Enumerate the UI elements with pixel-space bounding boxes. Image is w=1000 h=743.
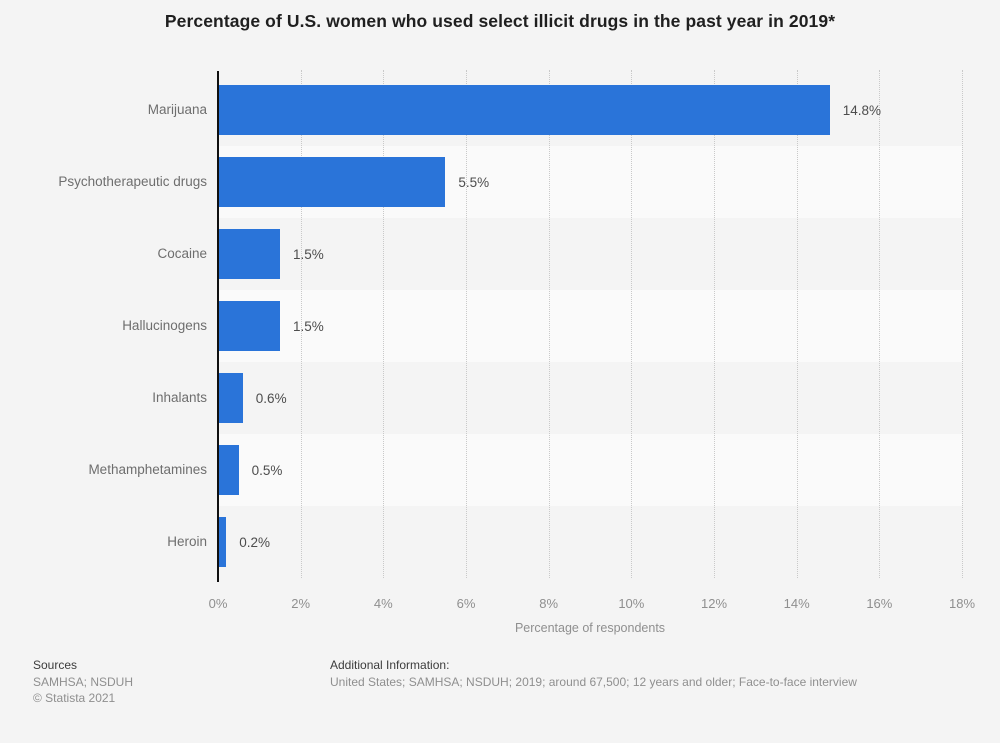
x-axis-title: Percentage of respondents [514,621,666,635]
value-label: 0.6% [255,390,287,406]
gridline [300,70,302,578]
value-label: 1.5% [293,318,324,334]
x-tick-label: 6% [456,596,476,611]
sources-heading: Sources [33,658,78,672]
row-band: 5.5% [218,146,962,218]
category-label: Heroin [167,534,207,550]
bar [218,517,227,567]
row-band: 0.5% [218,434,962,506]
additional-info-block: Additional Information: United States; S… [330,657,857,690]
x-tick-label: 4% [373,596,393,611]
bar [218,301,280,351]
row-band: 1.5% [218,290,962,362]
category-label: Hallucinogens [122,318,207,334]
x-tick-label: 2% [291,596,311,611]
gridline [548,70,550,578]
x-tick-label: 14% [783,596,810,611]
value-label: 14.8% [842,102,881,118]
additional-info-heading: Additional Information: [330,658,450,672]
bar [218,157,446,207]
gridline [962,70,963,578]
category-label: Psychotherapeutic drugs [58,174,207,190]
additional-info-line: United States; SAMHSA; NSDUH; 2019; arou… [330,674,857,689]
category-label: Marijuana [147,102,207,118]
x-tick-label: 12% [700,596,728,611]
chart-title: Percentage of U.S. women who used select… [164,11,836,31]
gridline [879,70,881,578]
x-tick-label: 18% [948,596,976,611]
value-label: 5.5% [458,174,490,190]
bar [218,373,243,423]
category-label: Methamphetamines [88,462,207,478]
y-axis-line [217,71,219,582]
bar [218,445,239,495]
category-label: Inhalants [152,390,207,406]
row-band: 14.8% [218,74,962,146]
category-label: Cocaine [157,246,207,262]
gridline [714,70,715,578]
x-tick-label: 8% [539,596,559,611]
sources-line: SAMHSA; NSDUH [33,674,134,689]
row-band: 1.5% [218,218,962,290]
value-label: 0.2% [239,534,271,550]
gridline [466,70,467,578]
copyright: © Statista 2021 [33,691,116,705]
sources-block: Sources SAMHSA; NSDUH © Statista 2021 [33,657,133,707]
x-tick-label: 16% [866,596,893,611]
row-band: 0.2% [218,506,962,578]
x-tick-label: 0% [208,596,228,611]
x-tick-label: 10% [618,596,645,611]
gridline [796,70,798,578]
row-band: 0.6% [218,362,962,434]
bar [218,85,830,135]
gridline [383,70,385,578]
value-label: 1.5% [293,246,324,262]
plot-area: 14.8% 5.5% 1.5% 1.5% 0.6% 0.5% 0.2% [217,70,963,582]
gridline [631,70,633,578]
value-label: 0.5% [251,462,283,478]
bar [218,229,280,279]
